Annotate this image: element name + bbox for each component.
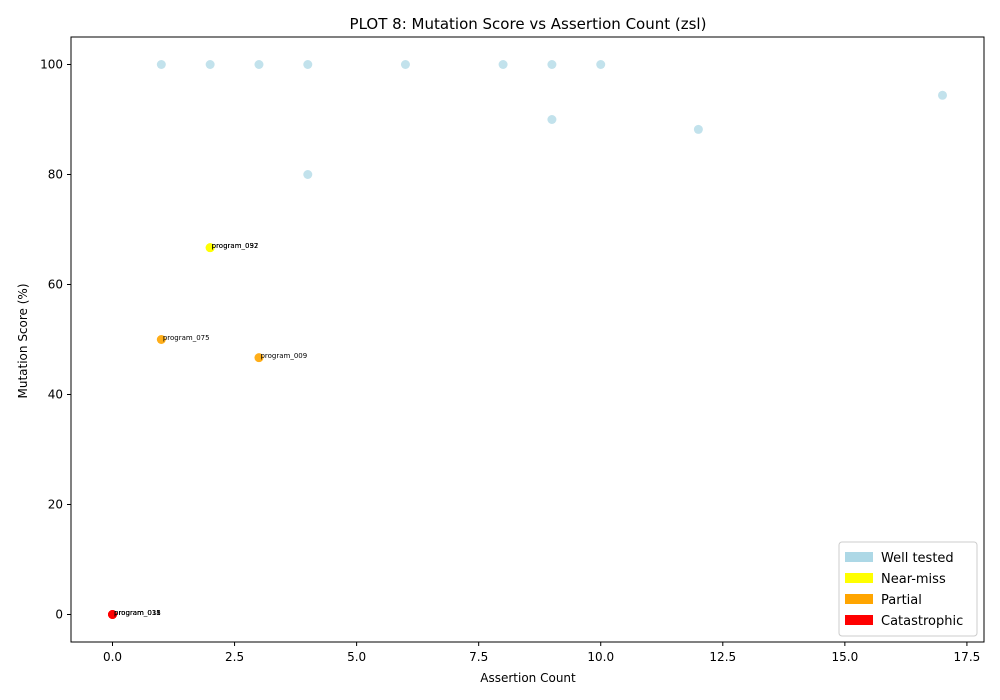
data-point [205, 243, 215, 253]
legend-entry: Partial [881, 593, 922, 608]
point-label: program_032 [212, 242, 259, 250]
legend-swatch [845, 552, 873, 562]
data-point [547, 115, 557, 124]
data-point [254, 353, 264, 363]
point-label: program_035 [114, 609, 161, 617]
point-label: program_075 [163, 334, 210, 342]
y-tick-label: 60 [48, 278, 63, 292]
x-tick-label: 17.5 [954, 650, 981, 664]
data-point [254, 60, 264, 69]
y-tick-label: 100 [40, 58, 63, 72]
y-tick-label: 40 [48, 388, 63, 402]
legend-entry: Catastrophic [881, 614, 963, 629]
legend-entry: Well tested [881, 551, 954, 566]
legend-entry: Near-miss [881, 572, 946, 587]
legend-swatch [845, 573, 873, 583]
data-point [596, 60, 606, 69]
point-label: program_011 [114, 609, 161, 617]
data-point [498, 60, 508, 69]
point-label: program_009 [260, 352, 307, 360]
legend: Well tested Near-miss Partial Catastrophic [838, 541, 978, 637]
data-point [303, 60, 313, 69]
data-point [156, 60, 166, 69]
plot-frame [70, 36, 985, 643]
x-tick-label: 5.0 [347, 650, 366, 664]
data-point [547, 60, 557, 69]
data-point [938, 90, 947, 100]
legend-box [838, 541, 978, 637]
x-tick-label: 0.0 [103, 650, 122, 664]
x-tick-label: 12.5 [709, 650, 736, 664]
chart-title: PLOT 8: Mutation Score vs Assertion Coun… [350, 15, 707, 33]
data-point [108, 610, 117, 619]
x-tick-label: 7.5 [469, 650, 488, 664]
point-label: program_097 [212, 242, 259, 250]
x-tick-label: 15.0 [831, 650, 858, 664]
y-tick-label: 80 [48, 168, 63, 182]
data-point [693, 124, 703, 134]
y-tick-label: 0 [55, 608, 63, 622]
data-point [400, 60, 410, 69]
y-tick-label: 20 [48, 498, 63, 512]
legend-swatch [845, 615, 873, 625]
y-axis-label: Mutation Score (%) [16, 283, 30, 398]
point-label: program_018 [114, 609, 161, 617]
x-tick-label: 10.0 [587, 650, 614, 664]
data-point [303, 170, 313, 179]
x-axis-label: Assertion Count [480, 671, 576, 685]
data-point [156, 335, 166, 344]
data-point [205, 60, 215, 69]
legend-swatch [845, 594, 873, 604]
x-tick-label: 2.5 [225, 650, 244, 664]
